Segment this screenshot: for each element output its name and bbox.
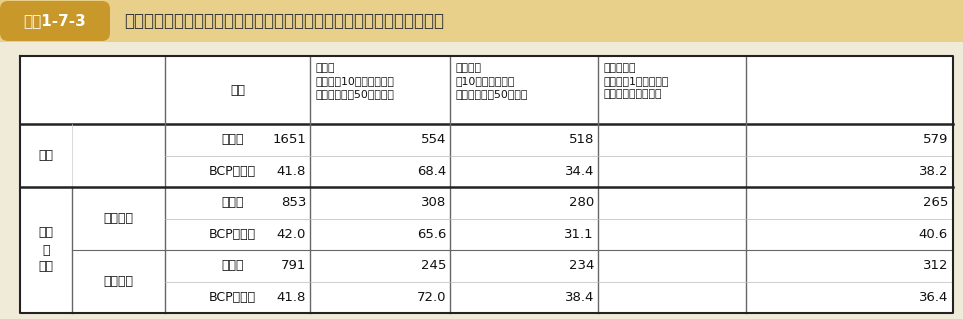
Text: 31.1: 31.1 <box>564 228 594 241</box>
Text: BCP策定率: BCP策定率 <box>209 165 256 178</box>
Text: 234: 234 <box>568 259 594 272</box>
Text: 68.4: 68.4 <box>417 165 446 178</box>
FancyBboxPatch shape <box>20 56 953 313</box>
Text: 被災あり: 被災あり <box>103 212 134 225</box>
Text: その他企業
（資本金1億円超かつ
大・中堅企業以外）: その他企業 （資本金1億円超かつ 大・中堅企業以外） <box>603 63 668 99</box>
Text: 791: 791 <box>280 259 306 272</box>
Text: 大企業
（資本金10億円以上かつ
常用雇用者数50人超等）: 大企業 （資本金10億円以上かつ 常用雇用者数50人超等） <box>315 63 394 99</box>
Text: 企業調査（令和元年度）のアンケートの回収状況（大企業・中堅企業）: 企業調査（令和元年度）のアンケートの回収状況（大企業・中堅企業） <box>124 12 444 30</box>
Text: 41.8: 41.8 <box>276 165 306 178</box>
Text: 全体: 全体 <box>230 84 245 97</box>
Text: 38.4: 38.4 <box>564 291 594 304</box>
Text: 41.8: 41.8 <box>276 291 306 304</box>
Text: 280: 280 <box>569 196 594 209</box>
Text: 被災なし: 被災なし <box>103 275 134 288</box>
Text: 265: 265 <box>923 196 948 209</box>
Text: 554: 554 <box>421 133 446 146</box>
Text: 853: 853 <box>280 196 306 209</box>
Text: 245: 245 <box>421 259 446 272</box>
Text: BCP策定率: BCP策定率 <box>209 291 256 304</box>
Text: 38.2: 38.2 <box>919 165 948 178</box>
Text: 65.6: 65.6 <box>417 228 446 241</box>
Text: 312: 312 <box>923 259 948 272</box>
FancyBboxPatch shape <box>0 0 963 42</box>
Text: 579: 579 <box>923 133 948 146</box>
Text: 518: 518 <box>568 133 594 146</box>
Text: 42.0: 42.0 <box>276 228 306 241</box>
Text: 中堅企業
（10億円未満かつ
常用雇用者数50人超等: 中堅企業 （10億円未満かつ 常用雇用者数50人超等 <box>455 63 528 99</box>
Text: 34.4: 34.4 <box>564 165 594 178</box>
Text: 40.6: 40.6 <box>919 228 948 241</box>
Text: 全体: 全体 <box>39 149 54 162</box>
Text: 72.0: 72.0 <box>417 291 446 304</box>
Text: 図表1-7-3: 図表1-7-3 <box>24 13 87 28</box>
Text: 1651: 1651 <box>273 133 306 146</box>
FancyBboxPatch shape <box>0 1 110 41</box>
Text: 308: 308 <box>421 196 446 209</box>
Text: 36.4: 36.4 <box>919 291 948 304</box>
Text: BCP策定率: BCP策定率 <box>209 228 256 241</box>
Text: 企業数: 企業数 <box>221 196 244 209</box>
Text: 企業数: 企業数 <box>221 133 244 146</box>
Text: 企業数: 企業数 <box>221 259 244 272</box>
Text: 被災
の
有無: 被災 の 有無 <box>39 226 54 273</box>
